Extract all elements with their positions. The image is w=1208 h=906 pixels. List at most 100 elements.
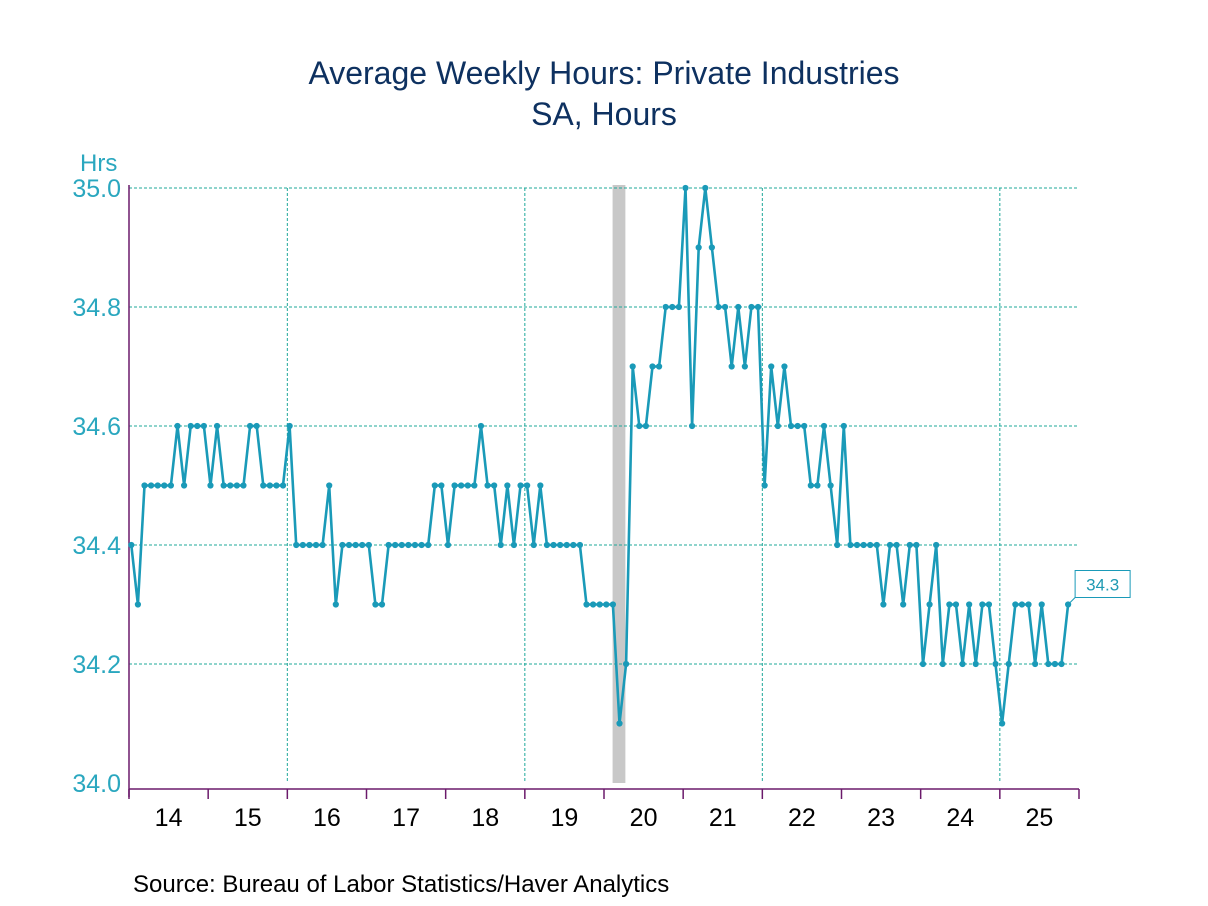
data-point [886,541,894,549]
data-point [853,541,861,549]
data-point [154,482,161,489]
data-point [332,601,339,608]
data-point [326,482,333,489]
data-point [339,541,346,549]
data-point [820,422,828,430]
data-point [411,541,419,549]
data-point [319,541,326,549]
data-point [900,601,907,608]
x-tick-label: 22 [788,804,816,832]
data-point [1032,660,1039,668]
data-point [141,482,148,489]
data-point [279,482,287,489]
data-point [860,541,867,549]
data-point [530,541,537,549]
data-point [576,541,584,549]
data-point [550,541,557,549]
data-point [583,601,590,608]
data-point [510,541,518,549]
data-point [174,422,181,430]
y-tick-label: 34.8 [72,294,121,322]
data-point [398,541,405,549]
data-point [207,482,214,489]
data-point [781,363,788,370]
x-tick-label: 24 [946,804,974,832]
data-point [787,422,795,430]
data-point [999,720,1006,727]
x-tick-label: 25 [1026,804,1054,832]
data-point [629,363,636,370]
x-tick-label: 16 [313,804,341,832]
source-note: Source: Bureau of Labor Statistics/Haver… [133,871,670,898]
data-point [266,482,273,489]
data-point [557,541,564,549]
data-point [1051,660,1059,668]
data-point [543,541,551,549]
data-point [1038,601,1045,608]
data-point [458,482,465,489]
data-point [524,482,531,489]
data-point [926,601,933,608]
data-point [972,660,979,668]
data-point [893,541,900,549]
data-point [405,541,412,549]
data-point [372,601,379,608]
data-point [847,541,854,549]
data-point [715,303,722,311]
data-point [768,363,775,370]
data-point [148,482,155,489]
data-point [642,422,649,430]
data-point [748,303,755,311]
data-point [966,601,973,608]
data-point [1005,660,1012,668]
data-point [675,303,682,311]
data-point [187,422,194,430]
data-point [807,482,814,489]
data-point [299,541,306,549]
data-point [444,541,452,549]
data-point [662,303,669,311]
data-point [655,363,663,370]
data-point [497,541,504,549]
data-point [306,541,313,549]
x-tick-label: 23 [867,804,895,832]
data-point [840,422,847,430]
data-point [827,482,834,489]
data-point [919,660,927,668]
data-point [702,184,709,192]
y-tick-label: 35.0 [72,175,121,203]
data-point [213,422,221,430]
data-point [979,601,986,608]
data-point [609,601,617,608]
data-point [365,541,372,549]
data-point [649,363,656,370]
data-point [596,601,603,608]
data-point [180,482,188,489]
x-tick-label: 14 [155,804,183,832]
data-point [721,303,729,311]
data-point [491,482,498,489]
data-point [438,482,445,489]
data-point [952,601,960,608]
data-point [260,482,267,489]
x-tick-label: 20 [630,804,658,832]
data-point [293,541,300,549]
data-point [906,541,913,549]
data-point [728,363,735,370]
data-point [246,422,254,430]
data-point [801,422,808,430]
data-point [194,422,201,430]
data-point [814,482,821,489]
data-point [669,303,676,311]
data-point [1018,601,1026,608]
series-line [130,186,1070,725]
data-point [233,482,240,489]
data-point [273,482,280,489]
data-point [425,541,432,549]
data-point [200,422,207,430]
data-point [345,541,353,549]
data-point [128,541,135,549]
data-point [477,422,485,430]
data-point [161,482,168,489]
